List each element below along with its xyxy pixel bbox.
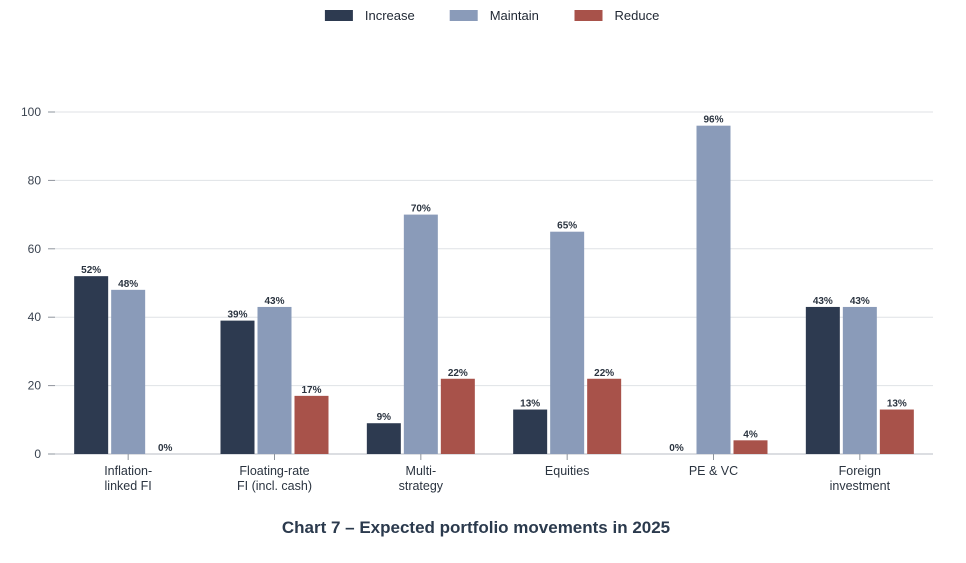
category-label: Floating-rate FI (incl. cash) — [237, 464, 312, 493]
category-label-line: PE & VC — [689, 464, 738, 478]
legend-label: Increase — [365, 8, 415, 23]
legend-item-increase: Increase — [324, 8, 415, 23]
data-label: 22% — [448, 368, 468, 379]
legend-label: Maintain — [490, 8, 539, 23]
legend-item-reduce: Reduce — [574, 8, 660, 23]
y-axis: 0 20 40 60 80 100 — [21, 105, 55, 461]
bar-reduce — [879, 409, 914, 454]
bar-reduce — [440, 378, 475, 454]
bar-maintain — [111, 289, 146, 454]
bar-maintain — [257, 306, 292, 454]
category-label: Foreign investment — [830, 464, 891, 493]
data-label: 0% — [158, 443, 173, 454]
bar-maintain — [842, 306, 877, 454]
bar-maintain — [550, 231, 585, 454]
category-label-line: Equities — [545, 464, 589, 478]
data-label: 48% — [118, 279, 138, 290]
bar-maintain — [403, 214, 438, 454]
bar-group: 9% 70% 22% — [366, 204, 475, 454]
chart-title: Chart 7 – Expected portfolio movements i… — [282, 518, 670, 537]
category-label-line: linked FI — [105, 479, 152, 493]
category-label: Inflation-linked FI — [104, 464, 152, 493]
bar-increase — [220, 320, 255, 454]
category-label: PE & VC — [689, 464, 738, 478]
bar-group: 39% 43% 17% — [220, 296, 329, 454]
bar-increase — [74, 276, 109, 454]
category-label: Multi-strategy — [399, 464, 444, 493]
category-label-line: strategy — [399, 479, 444, 493]
data-label: 17% — [301, 385, 321, 396]
y-tick-label: 20 — [28, 379, 42, 393]
data-label: 39% — [227, 310, 247, 321]
legend-item-maintain: Maintain — [449, 8, 539, 23]
data-label: 4% — [743, 429, 758, 440]
data-label: 52% — [81, 265, 101, 276]
bar-group: 43% 43% 13% — [805, 296, 914, 454]
category-label-line: Floating-rate — [239, 464, 309, 478]
data-label: 13% — [520, 399, 540, 410]
y-tick-label: 40 — [28, 310, 42, 324]
legend-swatch — [449, 10, 478, 21]
bar-increase — [513, 409, 548, 454]
bar-reduce — [733, 440, 768, 454]
data-label: 96% — [703, 115, 723, 126]
y-tick-label: 100 — [21, 105, 41, 119]
legend-swatch — [324, 10, 353, 21]
bars: 52% 48% 0% 39% 43% 17% 9% 70% 22% 13% 65% 22% 0% 96% 4… — [74, 115, 914, 455]
data-label: 0% — [669, 443, 684, 454]
data-label: 70% — [411, 204, 431, 215]
bar-maintain — [696, 125, 731, 455]
category-label-line: FI (incl. cash) — [237, 479, 312, 493]
bar-group: 13% 65% 22% — [513, 221, 622, 454]
data-label: 22% — [594, 368, 614, 379]
bar-reduce — [587, 378, 622, 454]
data-label: 9% — [377, 412, 392, 423]
y-tick-label: 80 — [28, 173, 42, 187]
data-label: 65% — [557, 221, 577, 232]
bar-group: 0% 96% 4% — [669, 115, 768, 455]
bar-group: 52% 48% 0% — [74, 265, 173, 454]
data-label: 43% — [850, 296, 870, 307]
y-tick-label: 60 — [28, 242, 42, 256]
category-label-line: Inflation- — [104, 464, 152, 478]
category-label-line: Multi- — [406, 464, 437, 478]
legend: Increase Maintain Reduce — [324, 8, 660, 23]
bar-increase — [366, 423, 401, 454]
category-label-line: investment — [830, 479, 891, 493]
bar-increase — [805, 306, 840, 454]
data-label: 13% — [887, 399, 907, 410]
y-tick-label: 0 — [34, 447, 41, 461]
gridlines — [55, 111, 933, 455]
category-label-line: Foreign — [839, 464, 881, 478]
data-label: 43% — [264, 296, 284, 307]
bar-reduce — [294, 395, 329, 454]
category-label: Equities — [545, 464, 589, 478]
legend-swatch — [574, 10, 603, 21]
x-axis: Inflation-linked FI Floating-rate FI (incl… — [104, 454, 891, 493]
legend-label: Reduce — [615, 8, 660, 23]
data-label: 43% — [813, 296, 833, 307]
